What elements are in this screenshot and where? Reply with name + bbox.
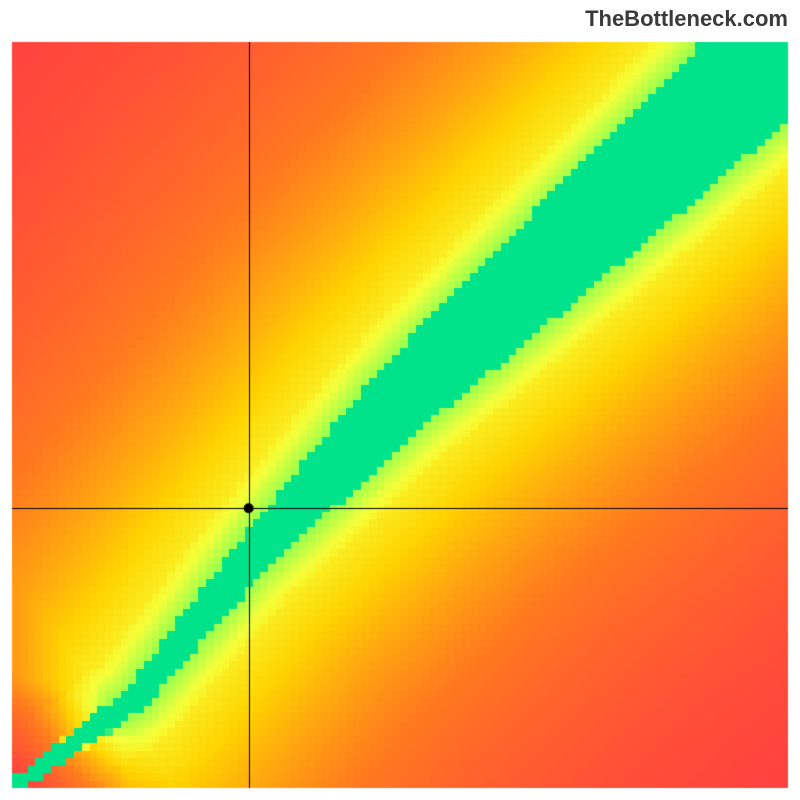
bottleneck-heatmap (0, 0, 800, 800)
chart-container: TheBottleneck.com (0, 0, 800, 800)
